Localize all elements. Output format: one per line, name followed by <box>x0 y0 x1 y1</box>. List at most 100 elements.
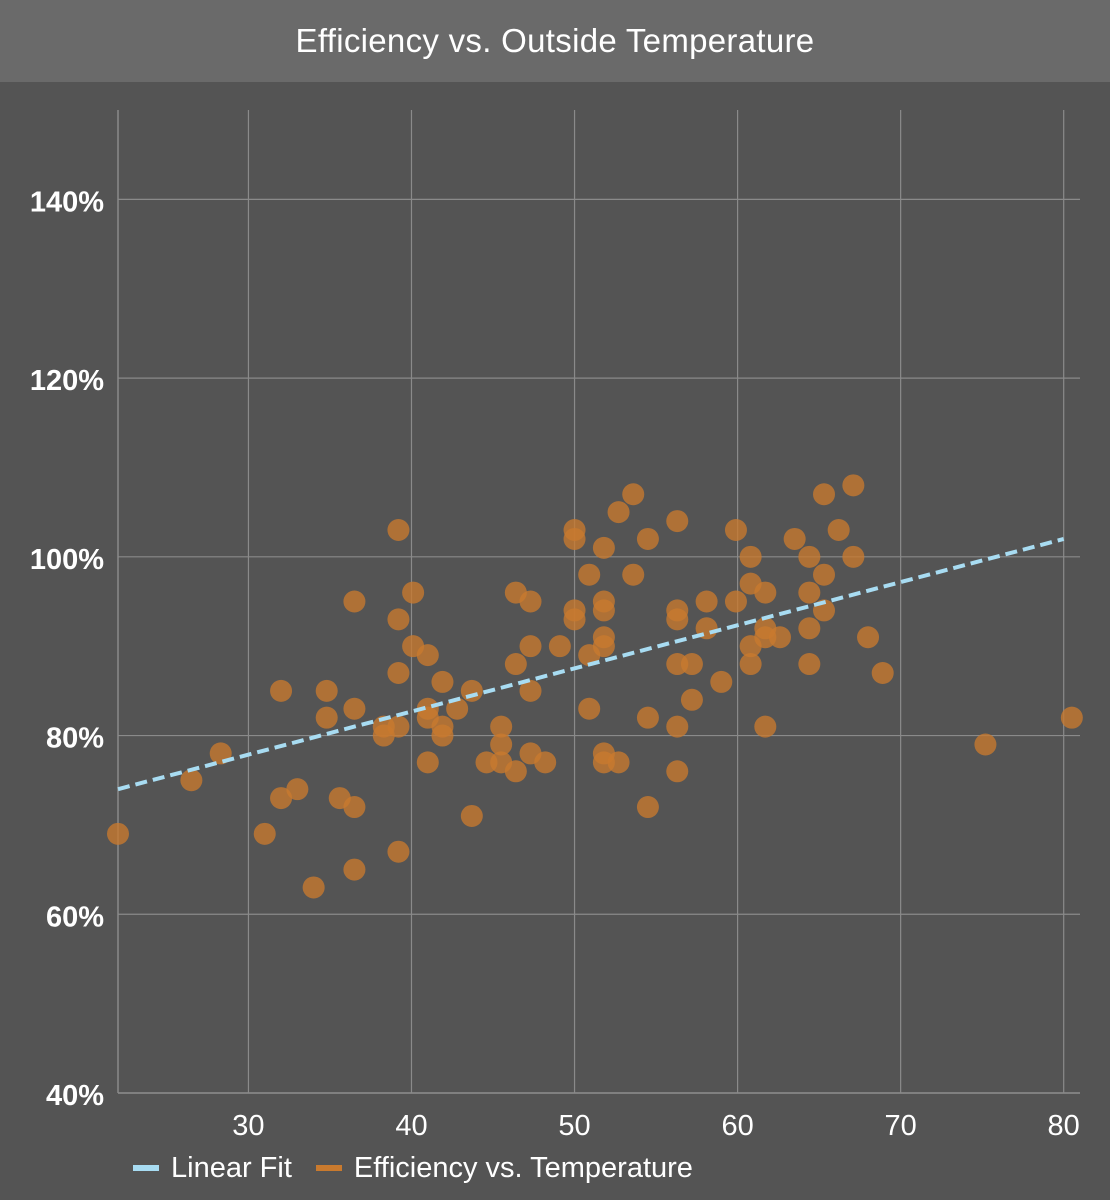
data-point <box>534 751 557 774</box>
data-point <box>446 697 469 720</box>
data-point <box>710 670 733 693</box>
data-point <box>680 653 703 676</box>
y-tick-label: 60% <box>46 901 104 933</box>
data-point <box>387 519 410 542</box>
data-point <box>431 724 454 747</box>
data-point <box>343 590 366 613</box>
data-point <box>754 581 777 604</box>
data-point <box>180 769 203 792</box>
data-point <box>622 483 645 506</box>
data-point <box>798 545 821 568</box>
x-tick-label: 80 <box>1048 1110 1080 1142</box>
data-point <box>857 626 880 649</box>
data-point <box>431 670 454 693</box>
x-tick-label: 40 <box>395 1110 427 1142</box>
data-point <box>592 536 615 559</box>
data-point <box>754 715 777 738</box>
legend-swatch-linear-fit <box>133 1165 159 1171</box>
data-point <box>666 608 689 631</box>
data-point <box>739 545 762 568</box>
y-tick-label: 40% <box>46 1080 104 1112</box>
data-point <box>270 787 293 810</box>
data-point <box>286 778 309 801</box>
data-point <box>315 706 338 729</box>
data-point <box>343 796 366 819</box>
legend-label-linear-fit: Linear Fit <box>171 1151 292 1184</box>
data-point <box>315 679 338 702</box>
data-point <box>302 876 325 899</box>
data-point <box>666 510 689 533</box>
y-tick-label: 100% <box>30 544 104 576</box>
data-point <box>1060 706 1083 729</box>
data-point <box>504 653 527 676</box>
data-point <box>519 635 542 658</box>
data-point <box>724 590 747 613</box>
legend: Linear Fit Efficiency vs. Temperature <box>133 1148 717 1188</box>
data-point <box>592 635 615 658</box>
data-point <box>827 519 850 542</box>
data-point <box>974 733 997 756</box>
data-point <box>813 563 836 586</box>
data-point <box>402 581 425 604</box>
legend-item-efficiency: Efficiency vs. Temperature <box>315 1151 693 1185</box>
data-point <box>253 822 276 845</box>
x-tick-label: 50 <box>558 1110 590 1142</box>
data-point <box>724 519 747 542</box>
data-point <box>871 661 894 684</box>
data-point <box>768 626 791 649</box>
chart-title-bar: Efficiency vs. Outside Temperature <box>0 0 1110 82</box>
data-point <box>563 608 586 631</box>
data-point <box>460 804 483 827</box>
data-point <box>343 697 366 720</box>
data-point <box>270 679 293 702</box>
x-tick-label: 30 <box>232 1110 264 1142</box>
data-point <box>636 527 659 550</box>
data-point <box>578 697 601 720</box>
data-point <box>563 527 586 550</box>
data-point <box>798 653 821 676</box>
data-point <box>490 733 513 756</box>
x-tick-label: 70 <box>885 1110 917 1142</box>
data-point <box>680 688 703 711</box>
data-point <box>343 858 366 881</box>
data-point <box>813 483 836 506</box>
data-point <box>548 635 571 658</box>
data-point <box>666 760 689 783</box>
legend-swatch-efficiency <box>315 1165 342 1171</box>
data-point <box>416 644 439 667</box>
chart-title: Efficiency vs. Outside Temperature <box>295 22 815 59</box>
y-tick-label: 140% <box>30 186 104 218</box>
data-point <box>387 661 410 684</box>
data-point <box>519 590 542 613</box>
y-tick-label: 80% <box>46 723 104 755</box>
data-point <box>798 581 821 604</box>
data-point <box>578 563 601 586</box>
data-point <box>607 751 630 774</box>
data-point <box>416 751 439 774</box>
linear-fit-line <box>117 537 1065 792</box>
data-point <box>798 617 821 640</box>
data-point <box>460 679 483 702</box>
legend-item-linear-fit: Linear Fit <box>133 1152 292 1185</box>
data-point <box>387 715 410 738</box>
data-point <box>636 796 659 819</box>
data-point <box>842 474 865 497</box>
data-point <box>592 599 615 622</box>
data-point <box>490 715 513 738</box>
data-point <box>519 679 542 702</box>
x-tick-label: 60 <box>721 1110 753 1142</box>
data-point <box>107 822 129 845</box>
scatter-chart: 30 40 50 60 70 80 40% 60% 80% 100% 120% 140% <box>30 110 1083 1142</box>
data-point <box>739 653 762 676</box>
data-point <box>636 706 659 729</box>
y-tick-label: 120% <box>30 365 104 397</box>
data-point <box>607 501 630 524</box>
data-point <box>504 760 527 783</box>
data-point <box>387 608 410 631</box>
data-point <box>666 715 689 738</box>
data-point <box>695 590 718 613</box>
data-point <box>387 840 410 863</box>
data-point <box>622 563 645 586</box>
data-point <box>783 527 806 550</box>
legend-label-efficiency: Efficiency vs. Temperature <box>353 1151 693 1184</box>
